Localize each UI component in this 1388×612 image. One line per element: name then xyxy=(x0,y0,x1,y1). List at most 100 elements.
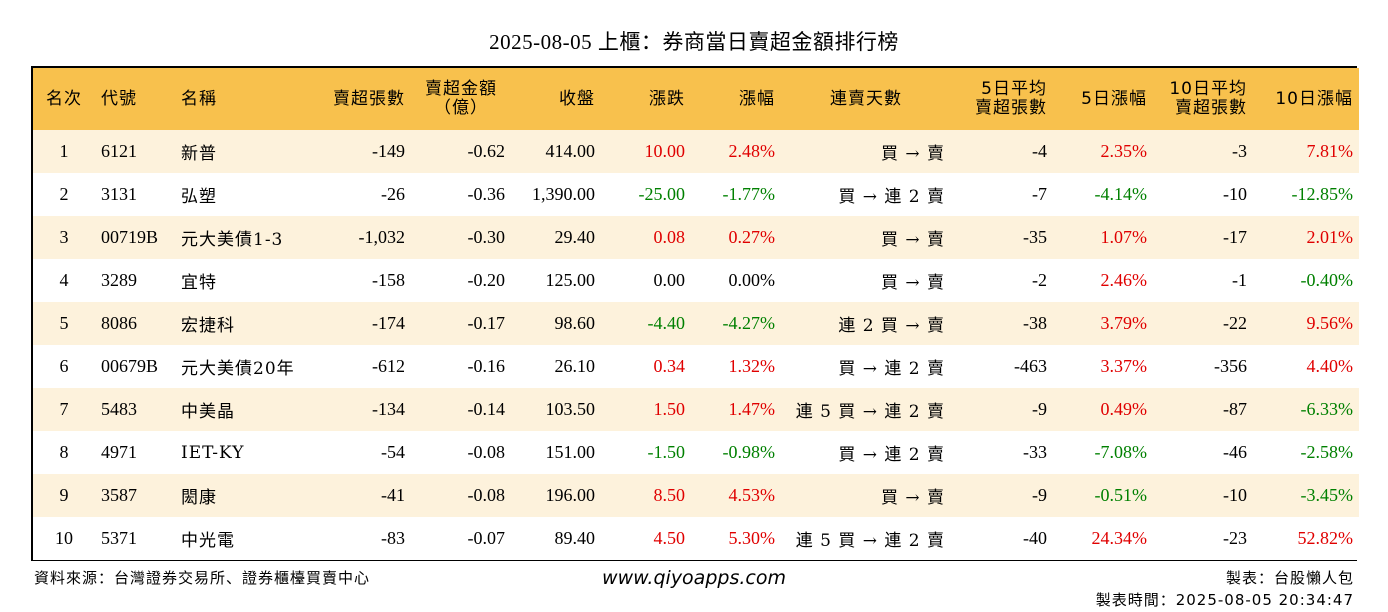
table-body: 1 6121 新普 -149 -0.62 414.00 10.00 2.48% 買 → 賣 -4 2… xyxy=(33,130,1359,560)
rank-cell: 6 xyxy=(59,356,69,376)
sell-amount-cell: -0.08 xyxy=(467,442,506,462)
table-row[interactable]: 10 5371 中光電 -83 -0.07 89.40 4.50 5.30% 連 5 買 → 連… xyxy=(33,517,1359,560)
sell-amount-cell: -0.20 xyxy=(467,270,506,290)
streak-cell: 買 → 連 2 賣 xyxy=(838,445,945,465)
avg5-cell: -4 xyxy=(1032,141,1047,161)
sell-shares-cell: -174 xyxy=(372,313,405,333)
table-row[interactable]: 9 3587 閎康 -41 -0.08 196.00 8.50 4.53% 買 → 賣 -9 -0.… xyxy=(33,474,1359,517)
avg10-cell: -3 xyxy=(1232,141,1247,161)
streak-cell: 買 → 賣 xyxy=(880,144,945,164)
avg5-cell: -7 xyxy=(1032,184,1047,204)
change-pct-cell: 1.32% xyxy=(728,356,776,376)
table-row[interactable]: 8 4971 IET-KY -54 -0.08 151.00 -1.50 -0.98% 買 → … xyxy=(33,431,1359,474)
sell-amount-cell: -0.14 xyxy=(467,399,506,419)
col-header-close[interactable]: 收盤 xyxy=(559,88,595,109)
sell-shares-cell: -1,032 xyxy=(358,227,406,247)
sell-amount-cell: -0.07 xyxy=(467,528,506,548)
pct10-cell: -6.33% xyxy=(1300,399,1354,419)
col-header-sell-amount-line1: 賣超金額 xyxy=(425,79,497,99)
code-cell: 5483 xyxy=(101,399,137,419)
col-header-change[interactable]: 漲跌 xyxy=(649,88,685,109)
avg5-cell: -2 xyxy=(1032,270,1047,290)
avg5-cell: -9 xyxy=(1032,399,1047,419)
table-row[interactable]: 3 00719B 元大美債1-3 -1,032 -0.30 29.40 0.08 0.27% 買… xyxy=(33,216,1359,259)
rank-cell: 9 xyxy=(59,485,69,505)
streak-cell: 連 5 買 → 連 2 賣 xyxy=(795,402,945,422)
table-row[interactable]: 2 3131 弘塑 -26 -0.36 1,390.00 -25.00 -1.77% 買 → 連… xyxy=(33,173,1359,216)
table-row[interactable]: 6 00679B 元大美債20年 -612 -0.16 26.10 0.34 1.32% 買 →… xyxy=(33,345,1359,388)
streak-cell: 買 → 賣 xyxy=(880,488,945,508)
col-header-pct5[interactable]: 5日漲幅 xyxy=(1081,88,1147,109)
change-cell: -25.00 xyxy=(638,184,686,204)
pct5-cell: -4.14% xyxy=(1094,184,1148,204)
code-cell: 00679B xyxy=(101,356,159,376)
code-cell: 6121 xyxy=(101,141,137,161)
change-pct-cell: 4.53% xyxy=(728,485,776,505)
close-cell: 196.00 xyxy=(545,485,596,505)
name-cell: 元大美債20年 xyxy=(181,359,295,379)
sell-amount-cell: -0.16 xyxy=(467,356,506,376)
close-cell: 414.00 xyxy=(545,141,596,161)
table: 名次 代號 名稱 賣超張數 賣超金額 （億） 收盤 漲跌 漲幅 連賣天數 5日平… xyxy=(33,68,1359,560)
table-row[interactable]: 4 3289 宜特 -158 -0.20 125.00 0.00 0.00% 買 → 賣 -2 2.… xyxy=(33,259,1359,302)
avg5-cell: -35 xyxy=(1023,227,1047,247)
code-cell: 3289 xyxy=(101,270,137,290)
col-header-change-pct[interactable]: 漲幅 xyxy=(739,88,775,109)
sell-amount-cell: -0.17 xyxy=(467,313,506,333)
pct10-cell: -12.85% xyxy=(1291,184,1354,204)
code-cell: 3587 xyxy=(101,485,137,505)
streak-cell: 連 5 買 → 連 2 賣 xyxy=(795,531,945,551)
pct10-cell: 9.56% xyxy=(1306,313,1354,333)
sell-shares-cell: -54 xyxy=(381,442,405,462)
col-header-sell-amount[interactable]: 賣超金額 （億） xyxy=(411,68,511,130)
col-header-sell-amount-line2: （億） xyxy=(434,98,488,118)
col-header-sell-shares[interactable]: 賣超張數 xyxy=(333,88,405,109)
col-header-pct10[interactable]: 10日漲幅 xyxy=(1275,88,1353,109)
col-header-avg5[interactable]: 5日平均 賣超張數 xyxy=(951,68,1053,130)
avg10-cell: -356 xyxy=(1214,356,1247,376)
table-row[interactable]: 7 5483 中美晶 -134 -0.14 103.50 1.50 1.47% 連 5 買 → … xyxy=(33,388,1359,431)
col-header-avg10[interactable]: 10日平均 賣超張數 xyxy=(1153,68,1253,130)
pct5-cell: 0.49% xyxy=(1100,399,1148,419)
rank-cell: 2 xyxy=(59,184,69,204)
code-cell: 00719B xyxy=(101,227,159,247)
rank-cell: 10 xyxy=(55,528,73,548)
col-header-name[interactable]: 名稱 xyxy=(181,88,217,109)
close-cell: 98.60 xyxy=(554,313,596,333)
sell-shares-cell: -41 xyxy=(381,485,405,505)
sell-shares-cell: -149 xyxy=(372,141,405,161)
pct5-cell: 3.37% xyxy=(1100,356,1148,376)
sell-amount-cell: -0.36 xyxy=(467,184,506,204)
close-cell: 29.40 xyxy=(554,227,596,247)
change-cell: 0.34 xyxy=(653,356,686,376)
header-row: 名次 代號 名稱 賣超張數 賣超金額 （億） 收盤 漲跌 漲幅 連賣天數 5日平… xyxy=(33,68,1359,130)
name-cell: 新普 xyxy=(181,144,217,164)
sell-shares-cell: -83 xyxy=(381,528,405,548)
avg5-cell: -33 xyxy=(1023,442,1047,462)
avg5-cell: -9 xyxy=(1032,485,1047,505)
col-header-rank[interactable]: 名次 xyxy=(46,88,82,109)
code-cell: 4971 xyxy=(101,442,137,462)
close-cell: 26.10 xyxy=(554,356,596,376)
footer-credits: 製表：台股懶人包 製表時間：2025-08-05 20:34:47 xyxy=(1096,567,1354,611)
col-header-code[interactable]: 代號 xyxy=(101,88,137,109)
rank-cell: 5 xyxy=(59,313,69,333)
col-header-streak[interactable]: 連賣天數 xyxy=(830,88,902,109)
generated-time: 製表時間：2025-08-05 20:34:47 xyxy=(1095,591,1354,609)
change-pct-cell: 1.47% xyxy=(728,399,776,419)
sell-shares-cell: -26 xyxy=(381,184,405,204)
rank-cell: 7 xyxy=(59,399,69,419)
change-pct-cell: -0.98% xyxy=(722,442,776,462)
pct5-cell: 2.46% xyxy=(1100,270,1148,290)
col-header-avg5-line1: 5日平均 xyxy=(981,79,1047,99)
pct10-cell: -3.45% xyxy=(1300,485,1354,505)
avg10-cell: -46 xyxy=(1223,442,1247,462)
sell-amount-cell: -0.62 xyxy=(467,141,506,161)
sell-amount-cell: -0.30 xyxy=(467,227,506,247)
table-row[interactable]: 5 8086 宏捷科 -174 -0.17 98.60 -4.40 -4.27% 連 2 買 →… xyxy=(33,302,1359,345)
name-cell: 宜特 xyxy=(181,273,217,293)
website-link[interactable]: www.qiyoapps.com xyxy=(602,567,786,589)
name-cell: 弘塑 xyxy=(181,187,217,207)
table-row[interactable]: 1 6121 新普 -149 -0.62 414.00 10.00 2.48% 買 → 賣 -4 2… xyxy=(33,130,1359,173)
change-cell: 0.00 xyxy=(653,270,686,290)
